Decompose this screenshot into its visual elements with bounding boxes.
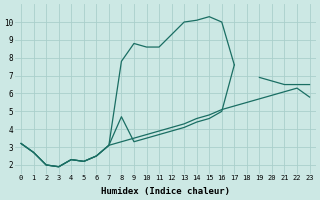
X-axis label: Humidex (Indice chaleur): Humidex (Indice chaleur) bbox=[101, 187, 230, 196]
